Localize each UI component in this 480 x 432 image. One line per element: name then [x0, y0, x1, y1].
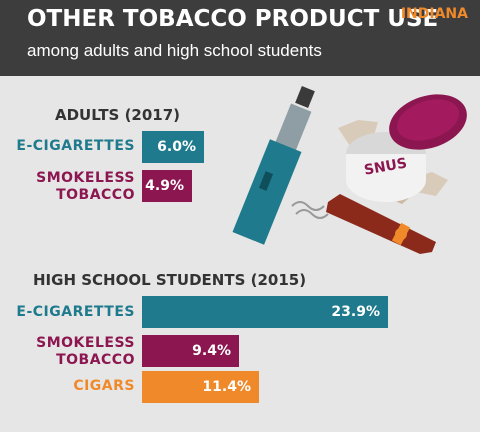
cigar-icon	[326, 194, 436, 254]
bar-value-label: 11.4%	[202, 379, 251, 395]
state-label: INDIANA	[400, 6, 468, 22]
bar-category-label: SMOKELESS TOBACCO	[36, 335, 135, 368]
page-title: OTHER TOBACCO PRODUCT USE	[27, 6, 439, 32]
bar: 9.4%	[142, 335, 239, 367]
bar-value-label: 9.4%	[192, 343, 231, 359]
bar-value-label: 4.9%	[145, 178, 184, 194]
section-title-high-school: HIGH SCHOOL STUDENTS (2015)	[33, 271, 307, 289]
bar-category-label: CIGARS	[73, 378, 135, 394]
tobacco-products-illustration: SNUS	[232, 86, 467, 254]
smoke-icon	[291, 201, 329, 219]
bar-category-label: SMOKELESS TOBACCO	[36, 170, 135, 203]
bar-value-label: 23.9%	[331, 304, 380, 320]
bar: 4.9%	[142, 170, 192, 202]
bar-category-label: E-CIGARETTES	[16, 304, 135, 320]
bar-value-label: 6.0%	[157, 139, 196, 155]
page-subtitle: among adults and high school students	[27, 41, 322, 60]
bar: 6.0%	[142, 131, 204, 163]
bar: 23.9%	[142, 296, 388, 328]
bar: 11.4%	[142, 371, 259, 403]
header-banner: OTHER TOBACCO PRODUCT USE among adults a…	[0, 0, 480, 76]
bar-category-label: E-CIGARETTES	[16, 138, 135, 154]
snus-tin-icon: SNUS	[338, 94, 467, 204]
snus-label: SNUS	[363, 155, 408, 178]
e-cigarette-icon	[232, 86, 315, 245]
section-title-adults: ADULTS (2017)	[55, 106, 181, 124]
